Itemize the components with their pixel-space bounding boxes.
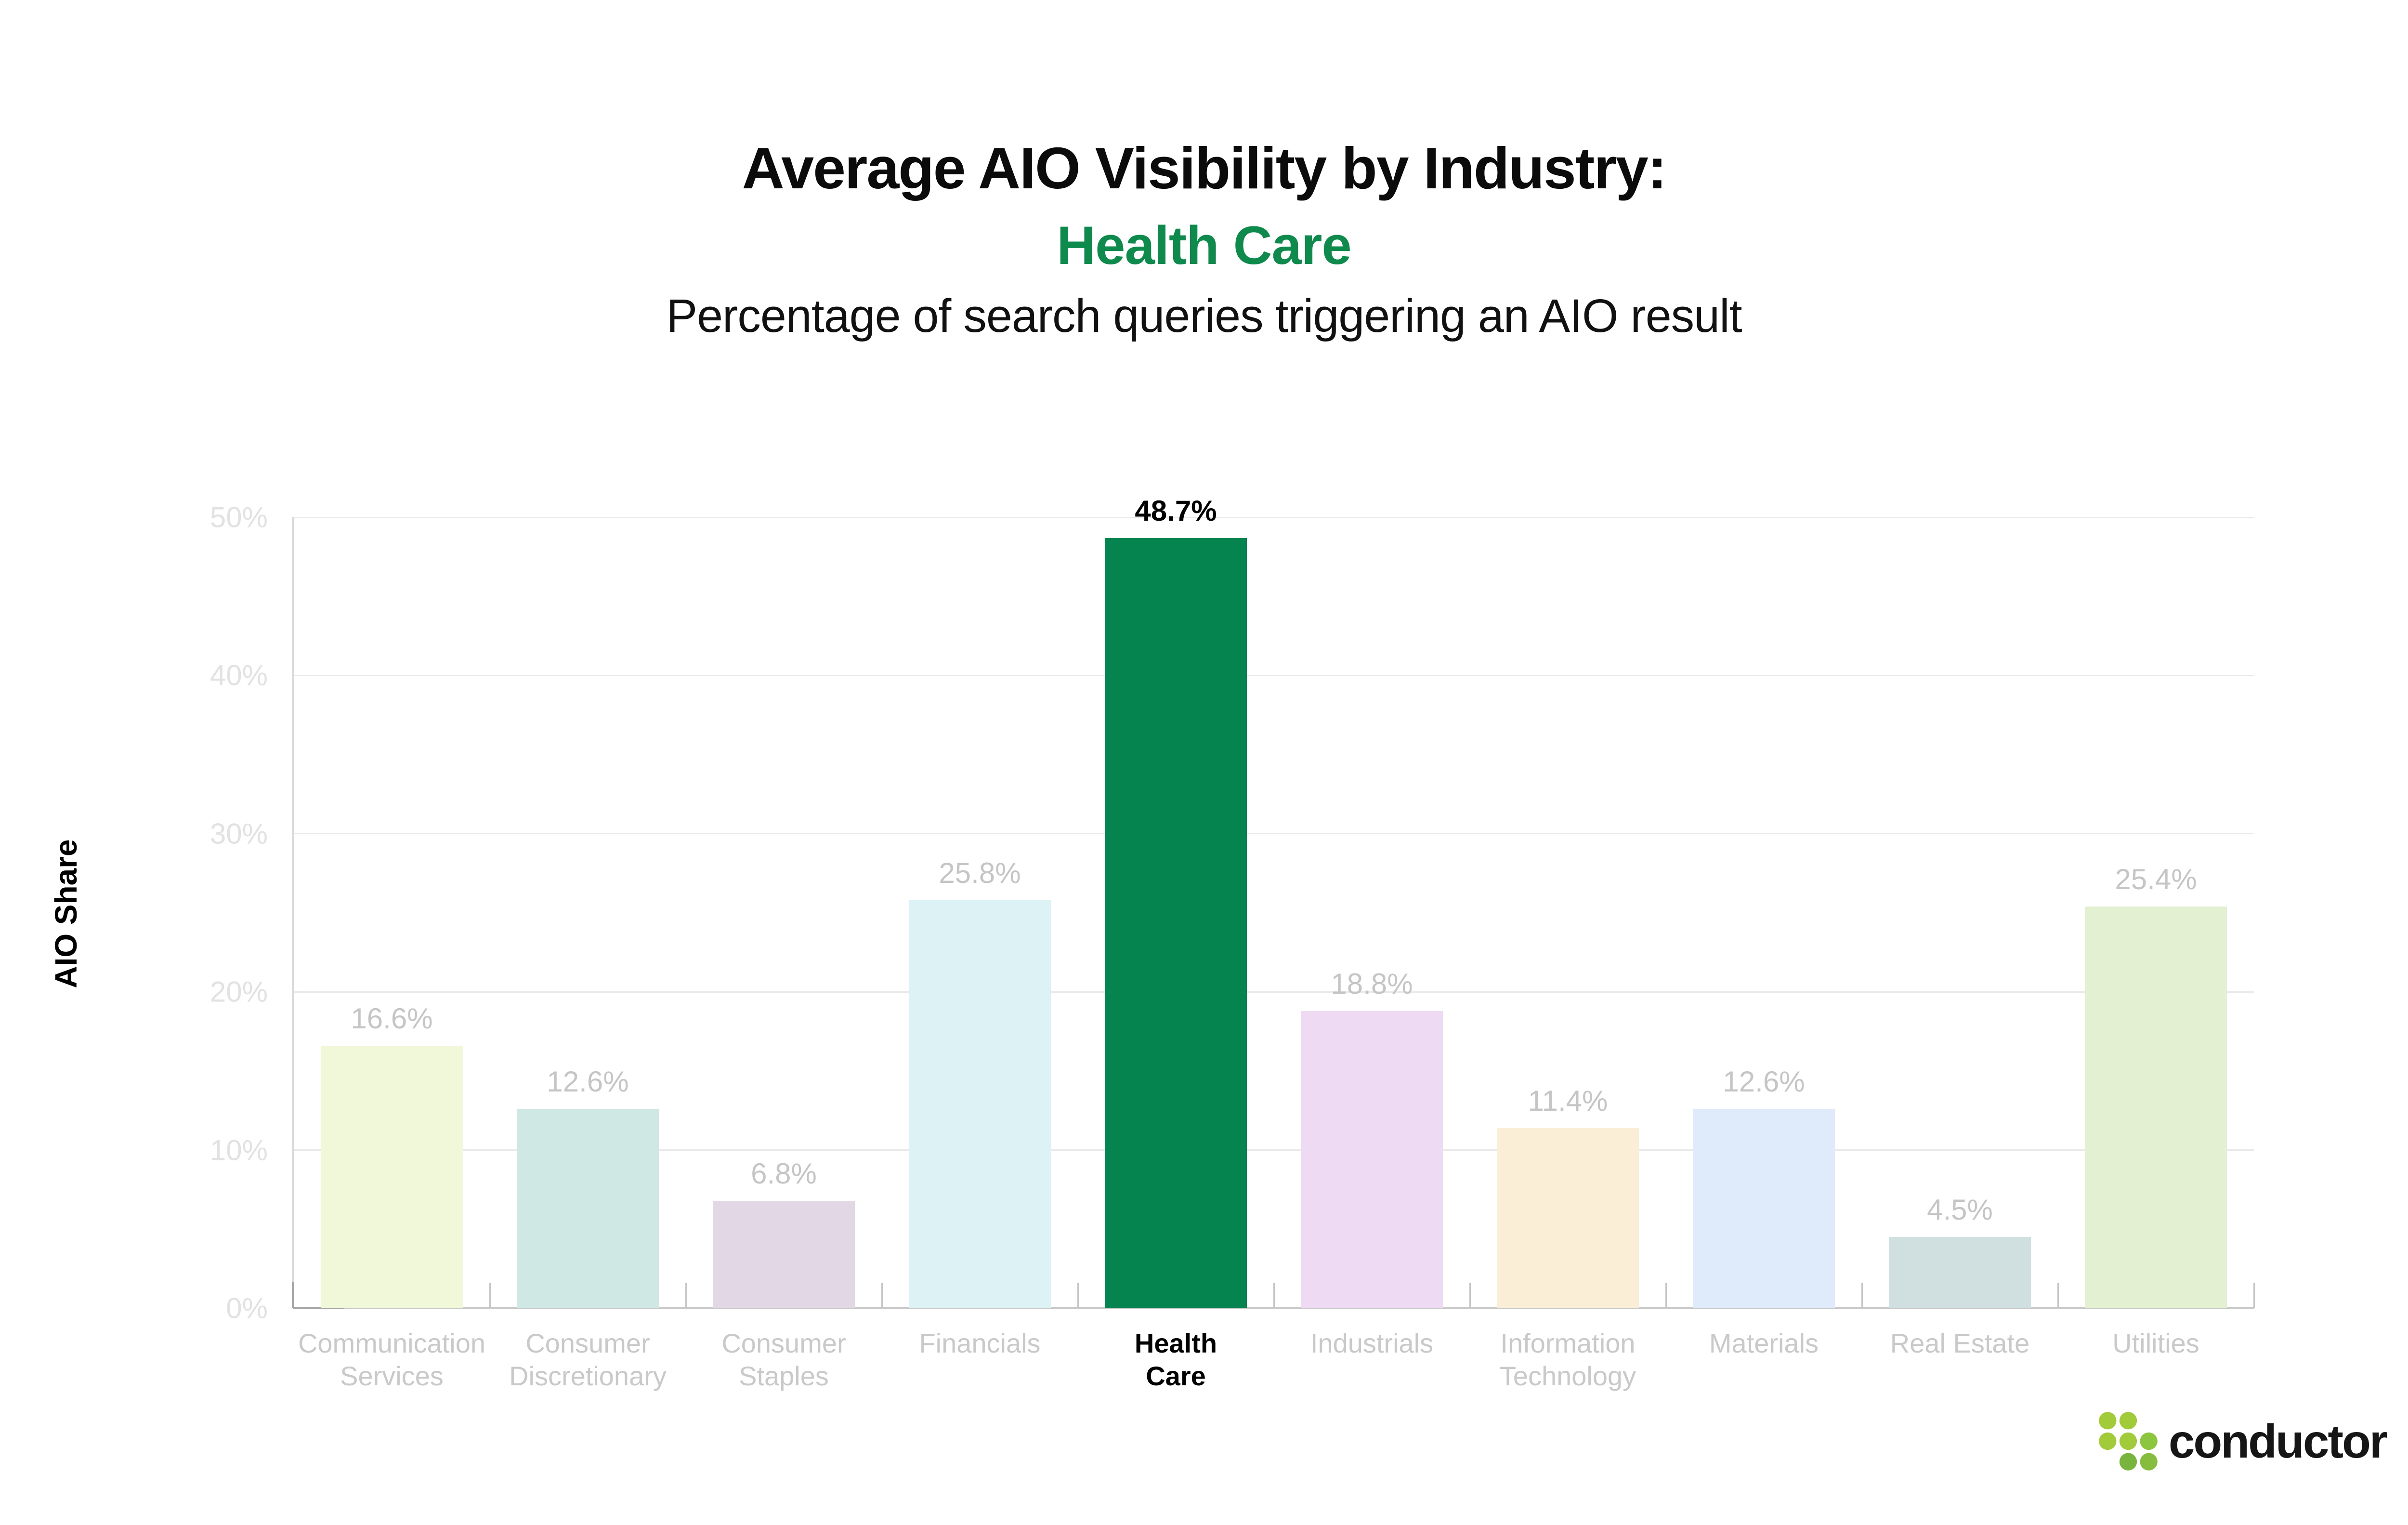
bar-utilities bbox=[2085, 906, 2227, 1308]
x-axis-boundary-tick bbox=[881, 1283, 883, 1308]
y-tick-label-50%: 50% bbox=[209, 501, 268, 534]
bar-information-technology bbox=[1497, 1128, 1639, 1308]
y-tick-label-30%: 30% bbox=[209, 817, 268, 850]
x-axis-label-line: Care bbox=[1146, 1361, 1206, 1392]
bar-real-estate bbox=[1889, 1237, 2031, 1308]
bar-health-care bbox=[1105, 538, 1247, 1308]
x-axis-label-information-technology: Information Technology bbox=[1470, 1327, 1666, 1393]
gridline-10% bbox=[294, 1149, 2254, 1151]
title-block: Average AIO Visibility by Industry: Heal… bbox=[0, 130, 2408, 348]
y-tick-label-10%: 10% bbox=[209, 1134, 268, 1167]
x-axis-label-line: Real Estate bbox=[1890, 1328, 2030, 1358]
x-axis-boundary-tick bbox=[489, 1283, 491, 1308]
bar-value-label-consumer-staples: 6.8% bbox=[751, 1157, 817, 1190]
x-axis-label-real-estate: Real Estate bbox=[1862, 1327, 2058, 1360]
x-axis-label-line: Financials bbox=[919, 1328, 1041, 1358]
gridline-40% bbox=[294, 674, 2254, 676]
conductor-dots-icon bbox=[2099, 1412, 2158, 1471]
bar-value-label-consumer-discretionary: 12.6% bbox=[547, 1065, 629, 1098]
x-axis-boundary-tick bbox=[1077, 1283, 1079, 1308]
gridline-20% bbox=[294, 991, 2254, 993]
x-axis-label-line: Discretionary bbox=[509, 1361, 667, 1392]
y-tick-label-0%: 0% bbox=[226, 1292, 268, 1325]
bar-materials bbox=[1693, 1109, 1835, 1308]
y-axis-zero-tick bbox=[292, 1282, 294, 1308]
x-axis-label-consumer-staples: Consumer Staples bbox=[686, 1327, 882, 1393]
conductor-wordmark: conductor bbox=[2168, 1414, 2388, 1468]
y-axis-line bbox=[292, 517, 294, 1308]
bar-value-label-materials: 12.6% bbox=[1723, 1065, 1805, 1098]
x-axis-boundary-tick bbox=[2057, 1283, 2059, 1308]
x-axis-boundary-tick bbox=[685, 1283, 687, 1308]
x-axis-boundary-tick bbox=[1665, 1283, 1667, 1308]
x-axis-label-line: Communication bbox=[298, 1328, 486, 1358]
x-axis-label-communication-services: Communication Services bbox=[294, 1327, 490, 1393]
x-axis-label-financials: Financials bbox=[882, 1327, 1078, 1360]
x-axis-corner-segment bbox=[293, 1307, 344, 1309]
x-axis-boundary-tick bbox=[2253, 1283, 2255, 1308]
x-axis-label-industrials: Industrials bbox=[1274, 1327, 1470, 1360]
x-axis-label-line: Materials bbox=[1709, 1328, 1819, 1358]
bar-consumer-discretionary bbox=[517, 1109, 659, 1308]
x-axis-label-line: Information bbox=[1500, 1328, 1636, 1358]
conductor-logo: conductor bbox=[2097, 1410, 2388, 1472]
gridline-30% bbox=[294, 833, 2254, 835]
x-axis-label-line: Consumer bbox=[721, 1328, 846, 1358]
x-axis-label-line: Utilities bbox=[2112, 1328, 2199, 1358]
x-axis-label-line: Services bbox=[340, 1361, 444, 1392]
x-axis-label-consumer-discretionary: Consumer Discretionary bbox=[490, 1327, 686, 1393]
chart-subtitle: Percentage of search queries triggering … bbox=[666, 289, 1742, 342]
y-tick-label-40%: 40% bbox=[209, 659, 268, 692]
x-axis-label-line: Staples bbox=[739, 1361, 829, 1392]
bar-value-label-utilities: 25.4% bbox=[2115, 863, 2197, 895]
x-axis-label-utilities: Utilities bbox=[2058, 1327, 2254, 1360]
x-axis-boundary-tick bbox=[1861, 1283, 1863, 1308]
bar-value-label-real-estate: 4.5% bbox=[1927, 1194, 1993, 1226]
bar-financials bbox=[909, 900, 1051, 1308]
bar-industrials bbox=[1301, 1011, 1443, 1308]
x-axis-label-materials: Materials bbox=[1666, 1327, 1862, 1360]
bar-value-label-communication-services: 16.6% bbox=[351, 1002, 433, 1035]
x-axis-boundary-tick bbox=[1273, 1283, 1275, 1308]
x-axis-label-line: Health bbox=[1134, 1328, 1217, 1358]
x-axis-label-line: Consumer bbox=[525, 1328, 650, 1358]
chart-title: Average AIO Visibility by Industry: bbox=[742, 135, 1667, 201]
bar-value-label-health-care: 48.7% bbox=[1135, 494, 1217, 527]
x-axis-label-health-care: Health Care bbox=[1078, 1327, 1274, 1393]
chart-title-highlight: Health Care bbox=[1057, 215, 1351, 276]
plot-area: 0% 10% 20% 30% 40% 50% 16.6% Communication Servi… bbox=[210, 495, 2255, 1391]
bar-value-label-financials: 25.8% bbox=[939, 856, 1021, 889]
y-axis-title: AIO Share bbox=[49, 839, 83, 988]
gridline-50% bbox=[294, 516, 2254, 518]
bar-value-label-information-technology: 11.4% bbox=[1528, 1084, 1608, 1117]
y-tick-label-20%: 20% bbox=[209, 975, 268, 1008]
bar-consumer-staples bbox=[713, 1200, 855, 1308]
x-axis-label-line: Industrials bbox=[1310, 1328, 1434, 1358]
bar-value-label-industrials: 18.8% bbox=[1331, 967, 1413, 1000]
x-axis-boundary-tick bbox=[1469, 1283, 1471, 1308]
bar-communication-services bbox=[321, 1045, 463, 1308]
x-axis-label-line: Technology bbox=[1499, 1361, 1636, 1392]
